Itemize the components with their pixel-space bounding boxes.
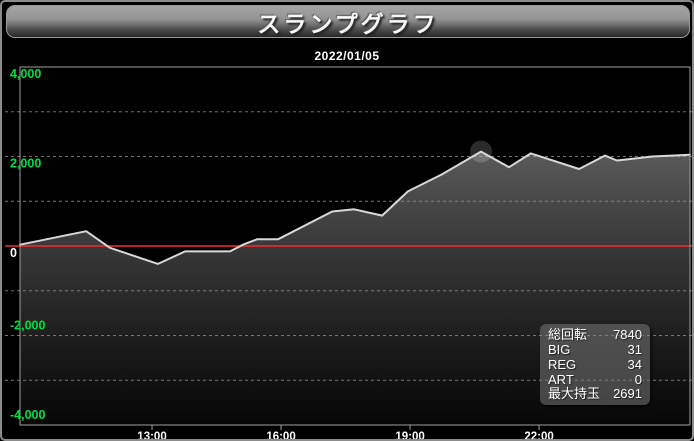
x-tick-label: 19:00 [395, 431, 424, 441]
y-tick-label: 0 [10, 246, 17, 260]
y-tick-label: 4,000 [10, 67, 41, 81]
stat-value: 31 [627, 341, 642, 357]
stats-panel: 総回転 7840 BIG 31 REG 34 ART 0 最大持玉 2691 [540, 324, 650, 405]
stat-value: 7840 [613, 327, 642, 342]
stat-value: 0 [634, 371, 642, 387]
plot-border [19, 66, 691, 426]
stat-label: ART [548, 371, 574, 387]
stat-row: ART 0 [548, 371, 642, 388]
y-tick-label: -4,000 [10, 408, 45, 422]
stat-label: 総回転 [548, 327, 588, 342]
stat-row: 総回転 7840 [548, 327, 642, 343]
stat-label: BIG [548, 341, 571, 357]
date-label: 2022/01/05 [314, 49, 380, 63]
x-tick-label: 22:00 [524, 431, 553, 441]
y-tick-label: -2,000 [10, 319, 45, 333]
stat-row: 最大持玉 2691 [548, 387, 642, 402]
title-bar: スランプグラフ [6, 5, 690, 38]
y-tick-label: 2,000 [10, 157, 41, 171]
x-tick-label: 13:00 [137, 431, 166, 441]
series-area-fill [20, 151, 690, 425]
stat-value: 34 [627, 356, 642, 372]
stat-row: BIG 31 [548, 341, 642, 358]
stat-row: REG 34 [548, 356, 642, 373]
stat-label: 最大持玉 [548, 386, 601, 402]
stat-label: REG [548, 356, 577, 372]
stat-value: 2691 [613, 386, 642, 402]
x-tick-label: 16:00 [266, 431, 295, 441]
page-title: スランプグラフ [257, 10, 439, 37]
series-line [19, 150, 691, 265]
